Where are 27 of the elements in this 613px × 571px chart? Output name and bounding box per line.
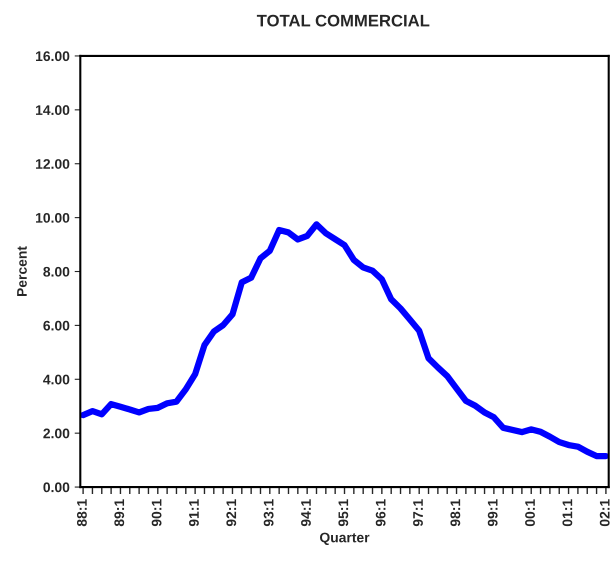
x-tick-label: 91:1 <box>189 499 199 526</box>
x-tick-label: 00:1 <box>525 499 535 526</box>
x-tick-label: 98:1 <box>450 499 460 526</box>
x-tick-label: 94:1 <box>301 499 311 526</box>
x-tick-label: 95:1 <box>338 499 348 526</box>
y-tick-label: 4.00 <box>43 374 70 384</box>
y-tick-label: 12.00 <box>36 159 70 169</box>
x-tick-label: 96:1 <box>376 499 386 526</box>
x-tick-label: 93:1 <box>264 499 274 526</box>
chart-title: TOTAL COMMERCIAL <box>256 14 430 27</box>
x-tick-label: 02:1 <box>600 499 610 526</box>
y-axis-title: Percent <box>17 246 27 296</box>
x-tick-label: 90:1 <box>152 499 162 526</box>
y-tick-label: 0.00 <box>43 482 70 492</box>
y-tick-label: 14.00 <box>36 105 70 116</box>
y-tick-label: 8.00 <box>43 266 70 277</box>
x-tick-label: 97:1 <box>413 499 423 526</box>
y-tick-label: 10.00 <box>36 212 70 223</box>
y-tick-label: 16.00 <box>36 51 70 62</box>
x-tick-label: 99:1 <box>488 499 498 526</box>
y-tick-label: 2.00 <box>43 428 70 438</box>
x-tick-label: 92:1 <box>226 499 236 526</box>
x-tick-label: 89:1 <box>114 499 124 526</box>
x-axis-title: Quarter <box>320 532 370 546</box>
x-tick-label: 88:1 <box>76 499 87 526</box>
x-tick-label: 01:1 <box>562 499 572 526</box>
y-tick-label: 6.00 <box>43 320 70 331</box>
